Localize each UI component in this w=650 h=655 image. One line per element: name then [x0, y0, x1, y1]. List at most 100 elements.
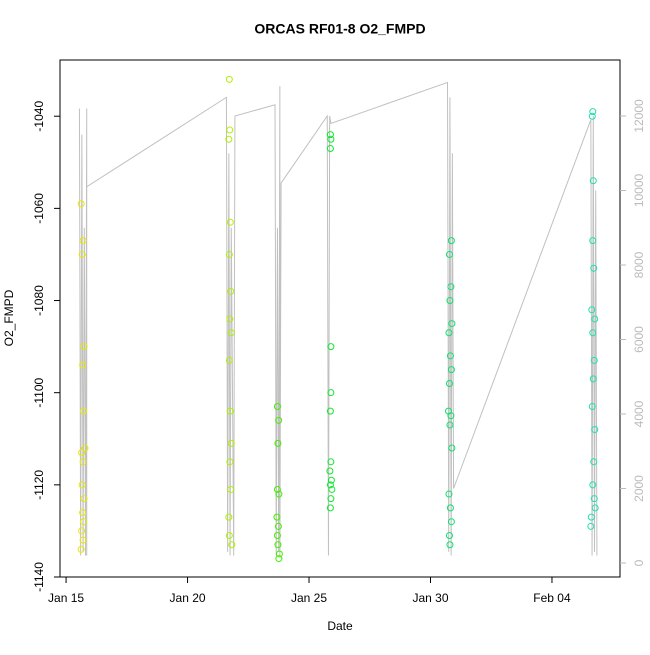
x-tick-label: Jan 20 — [170, 591, 206, 605]
point — [78, 250, 86, 258]
point — [226, 218, 234, 226]
point — [273, 485, 281, 493]
point — [79, 536, 87, 544]
point — [226, 458, 234, 466]
point — [228, 541, 236, 549]
point — [80, 343, 88, 351]
point — [326, 407, 334, 415]
point — [227, 439, 235, 447]
x-tick-label: Feb 04 — [533, 591, 571, 605]
point — [588, 112, 596, 120]
point — [446, 297, 454, 305]
y2-tick-label: 10000 — [632, 173, 646, 207]
point — [590, 495, 598, 503]
point — [227, 485, 235, 493]
point — [447, 283, 455, 291]
point — [590, 458, 598, 466]
point — [587, 513, 595, 521]
point — [445, 490, 453, 498]
y-tick-label: -1040 — [32, 101, 46, 132]
point — [275, 550, 283, 558]
point — [273, 403, 281, 411]
point — [326, 131, 334, 139]
point — [273, 513, 281, 521]
point — [274, 541, 282, 549]
point — [447, 412, 455, 420]
point — [78, 527, 86, 535]
y2-tick-label: 6000 — [632, 326, 646, 353]
point — [446, 541, 454, 549]
point — [80, 518, 88, 526]
point — [327, 343, 335, 351]
point — [326, 467, 334, 475]
point — [590, 356, 598, 364]
point — [79, 237, 87, 245]
point — [447, 518, 455, 526]
point — [445, 532, 453, 540]
point — [589, 329, 597, 337]
point — [77, 545, 85, 553]
point — [327, 389, 335, 397]
point — [273, 532, 281, 540]
point — [225, 250, 233, 258]
point — [225, 532, 233, 540]
point — [327, 458, 335, 466]
point — [78, 481, 86, 489]
point — [447, 237, 455, 245]
point — [447, 366, 455, 374]
point — [275, 490, 283, 498]
point — [275, 555, 283, 563]
point — [79, 361, 87, 369]
point — [591, 426, 599, 434]
point — [81, 444, 89, 452]
y-tick-label: -1100 — [32, 377, 46, 407]
y-tick-label: -1060 — [32, 193, 46, 224]
point — [327, 135, 335, 143]
point — [588, 403, 596, 411]
point — [226, 315, 234, 323]
point — [590, 264, 598, 272]
y2-tick-label: 2000 — [632, 475, 646, 502]
point — [446, 504, 454, 512]
point — [275, 416, 283, 424]
x-tick-label: Jan 25 — [291, 591, 327, 605]
x-tick-label: Jan 15 — [48, 591, 84, 605]
point — [445, 250, 453, 258]
point — [327, 476, 335, 484]
y2-tick-label: 8000 — [632, 251, 646, 278]
y2-tick-label: 4000 — [632, 400, 646, 427]
point — [589, 108, 597, 116]
point — [225, 75, 233, 83]
point — [448, 320, 456, 328]
point — [326, 144, 334, 152]
point — [589, 237, 597, 245]
point — [79, 458, 87, 466]
point — [327, 495, 335, 503]
point — [446, 421, 454, 429]
point — [225, 356, 233, 364]
point — [226, 126, 234, 134]
point — [589, 375, 597, 383]
plot-frame — [59, 59, 621, 578]
y-tick-label: -1140 — [32, 562, 46, 592]
point — [591, 504, 599, 512]
x-axis-label: Date — [327, 619, 353, 633]
point — [326, 504, 334, 512]
point — [226, 407, 234, 415]
point — [274, 522, 282, 530]
point — [448, 444, 456, 452]
point — [225, 513, 233, 521]
point — [225, 135, 233, 143]
point — [328, 485, 336, 493]
point — [326, 481, 334, 489]
point — [80, 495, 88, 503]
point — [445, 329, 453, 337]
point — [446, 352, 454, 360]
point — [274, 439, 282, 447]
point — [587, 522, 595, 530]
y2-tick-label: 0 — [632, 559, 646, 566]
chart-title: ORCAS RF01-8 O2_FMPD — [254, 21, 425, 37]
x-tick-label: Jan 30 — [412, 591, 448, 605]
y2-tick-label: 12000 — [632, 99, 646, 133]
